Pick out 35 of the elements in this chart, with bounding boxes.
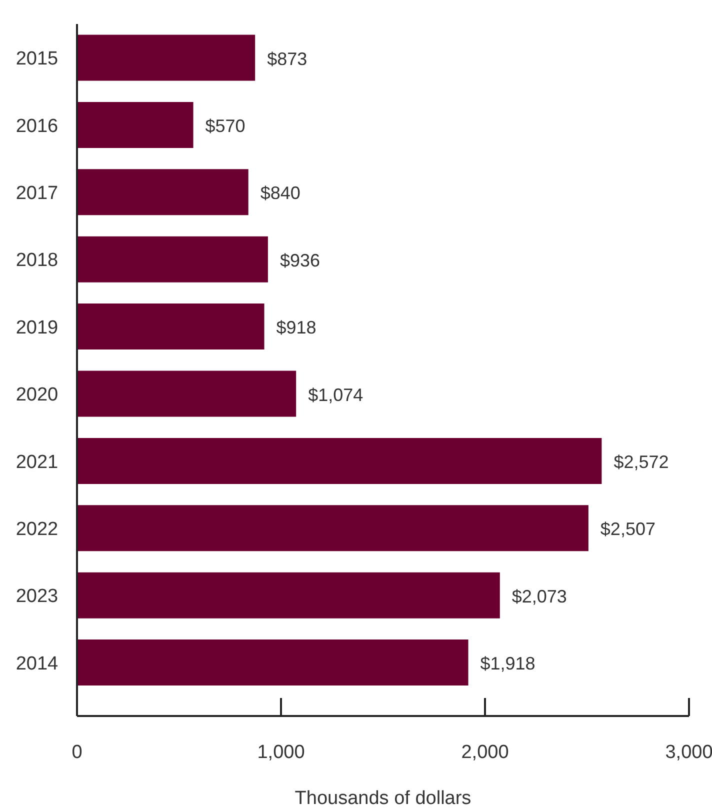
y-tick-label: 2014	[16, 653, 59, 674]
data-label: $1,918	[480, 654, 536, 674]
x-axis-title: Thousands of dollars	[294, 788, 472, 808]
bar	[77, 169, 248, 216]
bar	[77, 102, 194, 148]
data-label: $873	[267, 48, 308, 69]
y-tick-label: 2019	[16, 317, 58, 338]
bar	[77, 304, 264, 350]
data-label: $1,074	[308, 384, 364, 405]
x-tick-label: 1,000	[257, 742, 305, 763]
data-label: $840	[260, 183, 300, 204]
data-label: $2,572	[614, 452, 669, 472]
bar	[77, 370, 296, 417]
bar	[77, 236, 268, 282]
y-tick-label: 2022	[16, 519, 58, 540]
x-tick-label: 2,000	[461, 742, 509, 763]
y-tick-label: 2017	[16, 183, 58, 204]
y-tick-label: 2020	[16, 384, 58, 406]
y-tick-label: 2023	[16, 586, 58, 608]
y-tick-label: 2018	[16, 250, 58, 272]
data-label: $2,073	[512, 586, 567, 606]
y-tick-label: 2021	[16, 452, 58, 473]
y-tick-label: 2016	[16, 116, 58, 137]
data-label: $936	[280, 250, 320, 270]
data-label: $570	[205, 116, 246, 136]
y-tick-label: 2015	[16, 48, 58, 70]
data-label: $2,507	[600, 519, 656, 540]
bar	[77, 572, 500, 618]
data-label: $918	[276, 318, 316, 338]
bar	[77, 34, 256, 81]
bar	[77, 640, 468, 686]
x-tick-label: 0	[72, 742, 82, 763]
bar	[77, 505, 588, 552]
bar	[77, 438, 602, 484]
x-tick-label: 3,000	[665, 742, 712, 763]
